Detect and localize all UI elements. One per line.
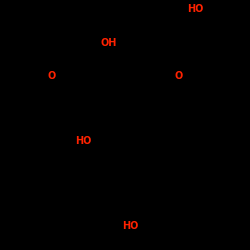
Text: HO: HO (188, 4, 204, 14)
Text: HO: HO (76, 136, 92, 146)
Text: HO: HO (122, 221, 138, 231)
Text: O: O (174, 71, 183, 81)
Text: OH: OH (100, 38, 117, 48)
Text: O: O (47, 71, 56, 81)
